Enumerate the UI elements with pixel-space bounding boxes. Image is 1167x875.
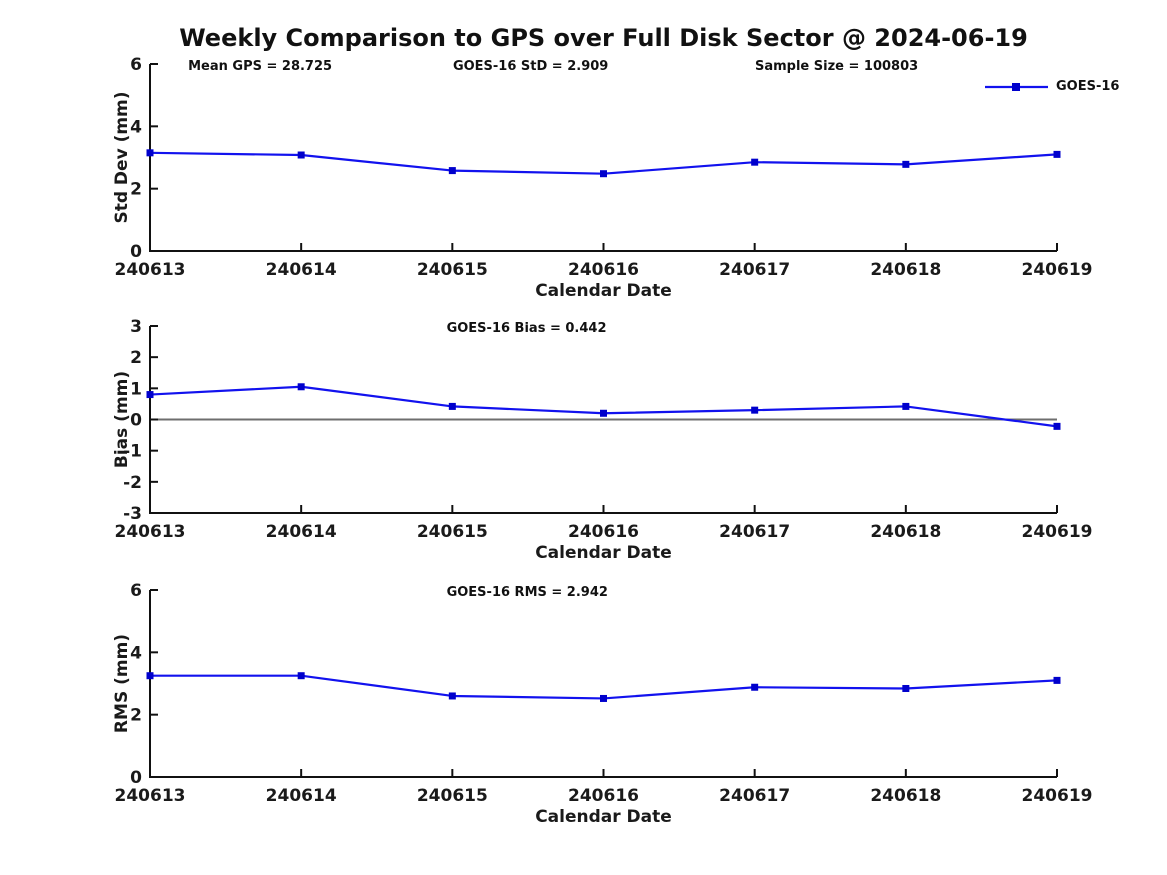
data-point-240617 [751,158,759,166]
data-point-240614 [297,383,305,391]
y-tick-label: 4 [130,643,142,663]
y-axis-label: Std Dev (mm) [112,91,132,223]
data-point-240615 [448,167,456,175]
data-point-240613 [146,672,154,680]
y-tick-label: 2 [130,180,142,200]
subplot-3: 0 2 4 6 240613 240614 240615 240616 240617 240618… [112,581,1092,827]
x-tick-label: 240619 [1022,522,1093,542]
x-tick-label: 240616 [568,522,639,542]
x-tick-label: 240613 [115,260,186,280]
data-point-240618 [902,160,910,168]
annotation: GOES-16 StD = 2.909 [453,59,608,74]
x-tick-label: 240614 [266,786,337,806]
subplot-1: 0 2 4 6 240613 240614 240615 240616 240617 240618… [112,55,1092,301]
subplot-2: -3 -2 -1 0 1 2 3 240613 240614 240615 240616 240617… [112,317,1092,563]
y-axis-label: RMS (mm) [112,634,132,733]
x-tick-label: 240619 [1022,786,1093,806]
y-tick-label: -1 [123,442,142,462]
data-point-240616 [600,694,607,702]
data-point-240614 [297,151,305,159]
data-point-240614 [297,672,305,680]
y-tick-label: 0 [130,768,142,788]
data-point-240615 [448,692,456,700]
x-tick-label: 240617 [719,786,790,806]
x-tick-label: 240616 [568,260,639,280]
y-tick-label: 6 [130,55,142,75]
data-point-240617 [751,406,759,414]
y-tick-label: 2 [130,348,142,368]
x-tick-label: 240618 [870,260,941,280]
x-tick-label: 240618 [870,522,941,542]
x-tick-label: 240614 [266,522,337,542]
y-tick-label: 0 [130,242,142,262]
x-tick-label: 240613 [115,786,186,806]
x-tick-label: 240617 [719,260,790,280]
x-tick-label: 240616 [568,786,639,806]
x-tick-label: 240617 [719,522,790,542]
y-tick-label: 6 [130,581,142,601]
x-tick-label: 240614 [266,260,337,280]
data-point-240616 [600,170,607,178]
y-tick-label: 2 [130,706,142,726]
legend-label: GOES-16 [1056,79,1120,94]
annotation: GOES-16 RMS = 2.942 [447,585,608,600]
y-tick-label: 3 [130,317,142,337]
page-title: Weekly Comparison to GPS over Full Disk … [179,24,1028,52]
x-tick-label: 240615 [417,786,488,806]
data-point-240619 [1053,676,1061,684]
legend: GOES-16 [985,79,1119,94]
data-point-240615 [448,402,456,410]
data-point-240619 [1053,150,1061,158]
x-tick-label: 240615 [417,522,488,542]
data-point-240617 [751,683,759,691]
y-tick-label: 4 [130,117,142,137]
x-axis-label: Calendar Date [535,807,672,827]
data-point-240616 [600,409,607,417]
y-tick-label: -2 [123,473,142,493]
data-point-240613 [146,149,154,157]
x-axis-label: Calendar Date [535,543,672,563]
annotation: Mean GPS = 28.725 [188,59,332,74]
y-tick-label: -3 [123,504,142,524]
x-tick-label: 240615 [417,260,488,280]
data-point-240618 [902,684,910,692]
y-tick-label: 0 [130,411,142,431]
annotation: Sample Size = 100803 [755,59,918,74]
x-tick-label: 240618 [870,786,941,806]
data-point-240613 [146,391,154,399]
annotation: GOES-16 Bias = 0.442 [447,321,607,336]
data-point-240618 [902,402,910,410]
x-tick-label: 240619 [1022,260,1093,280]
y-axis-label: Bias (mm) [112,371,132,468]
y-tick-label: 1 [130,379,142,399]
legend-marker-icon [1012,82,1020,91]
data-point-240619 [1053,422,1061,430]
x-tick-label: 240613 [115,522,186,542]
x-axis-label: Calendar Date [535,281,672,301]
legend-line-marker-icon [985,82,1048,91]
